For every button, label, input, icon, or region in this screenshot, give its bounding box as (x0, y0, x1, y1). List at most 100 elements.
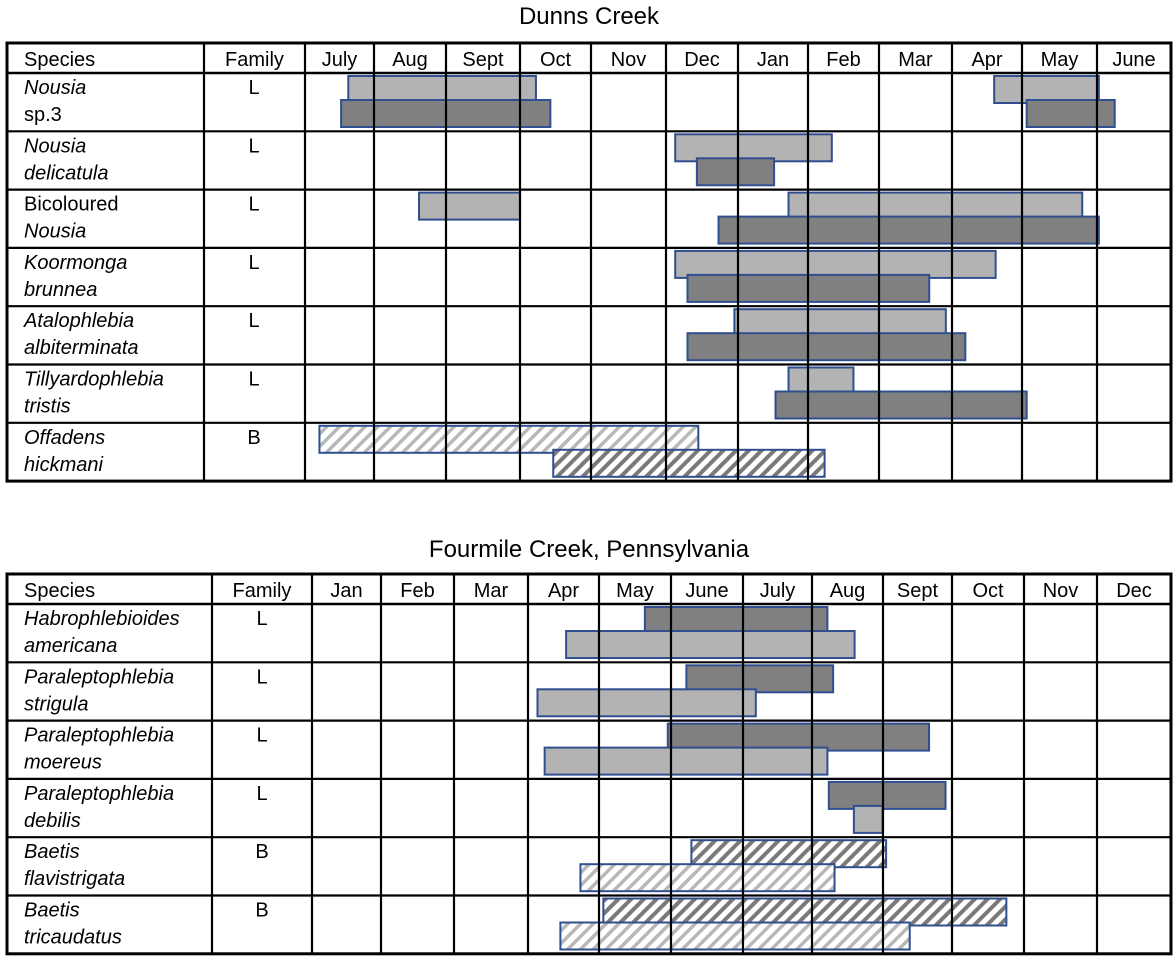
species-name-line: Paraleptophlebia (24, 783, 174, 805)
species-name-line: Baetis (24, 900, 80, 922)
bar-light-6-1 (787, 366, 855, 396)
species-name-line: americana (24, 635, 117, 657)
month-label-may: May (616, 580, 654, 602)
species-name-line: tristis (24, 396, 71, 418)
species-name-line: Tillyardophlebia (24, 369, 164, 391)
bar-light-2-2 (536, 688, 757, 718)
bar-dark-1-1 (643, 606, 829, 635)
bar-light-1-1 (347, 75, 537, 104)
bar-light-4-1 (674, 249, 997, 279)
bar-light-5-1 (733, 308, 947, 338)
bar-light-4-2 (852, 804, 884, 834)
header-species: Species (24, 580, 95, 602)
family-code: L (248, 194, 259, 216)
species-name-line: brunnea (24, 279, 97, 301)
bar-light-1-2 (565, 630, 856, 659)
family-code: L (256, 783, 267, 805)
chart-title: Dunns Creek (519, 3, 660, 30)
species-name-line: Bicoloured (24, 194, 119, 216)
species-name-line: Nousia (24, 221, 86, 243)
family-code: L (256, 725, 267, 747)
bar-light-3-2 (543, 746, 829, 776)
species-name-line: Paraleptophlebia (24, 666, 174, 688)
table-grid (5, 572, 1173, 956)
species-name-line: moereus (24, 752, 102, 774)
bar-dark-3-3 (717, 215, 1100, 245)
species-name-line: tricaudatus (24, 927, 122, 949)
bar-light-3-1 (418, 191, 522, 221)
month-label-dec: Dec (1116, 580, 1152, 602)
bar-dark-1-4 (1025, 99, 1116, 128)
bar-hatch-dark-7-2 (552, 448, 826, 478)
bar-hatch-dark-5-1 (690, 839, 888, 869)
bar-light-3-2 (787, 191, 1084, 221)
bar-light-1-2 (993, 75, 1100, 104)
month-label-july: July (760, 580, 796, 602)
month-label-aug: Aug (392, 49, 428, 71)
month-label-dec: Dec (684, 49, 720, 71)
species-name-line: delicatula (24, 162, 109, 184)
month-label-apr: Apr (548, 580, 579, 602)
bar-dark-6-2 (774, 390, 1028, 420)
bars-layer (318, 75, 1116, 478)
month-label-sept: Sept (897, 580, 939, 602)
bars-layer (536, 606, 1008, 951)
month-label-feb: Feb (400, 580, 434, 602)
month-label-oct: Oct (972, 580, 1004, 602)
month-label-may: May (1041, 49, 1079, 71)
bar-hatch-light-7-1 (318, 424, 700, 454)
chart-title: Fourmile Creek, Pennsylvania (429, 536, 750, 563)
month-label-nov: Nov (611, 49, 647, 71)
month-label-june: June (685, 580, 728, 602)
bar-dark-4-1 (827, 780, 947, 810)
family-code: B (255, 900, 268, 922)
month-label-july: July (322, 49, 358, 71)
family-code: L (248, 310, 259, 332)
species-name-line: Baetis (24, 841, 80, 863)
month-label-mar: Mar (898, 49, 933, 71)
family-code: L (248, 369, 259, 391)
species-name-line: Koormonga (24, 252, 127, 274)
header-family: Family (233, 580, 292, 602)
family-code: L (248, 252, 259, 274)
species-name-line: Nousia (24, 135, 86, 157)
schedule-table-2: Fourmile Creek, Pennsylvania Species Famil… (5, 536, 1173, 956)
bar-hatch-light-6-2 (559, 921, 911, 951)
bar-hatch-light-5-2 (579, 863, 836, 893)
species-name-line: Habrophlebioides (24, 608, 180, 630)
species-name-line: Offadens (24, 427, 105, 449)
family-code: L (248, 77, 259, 99)
bar-dark-3-1 (666, 722, 931, 752)
family-code: B (247, 427, 260, 449)
species-name-line: albiterminata (24, 337, 139, 359)
month-label-oct: Oct (540, 49, 572, 71)
bar-dark-2-2 (695, 157, 776, 187)
species-name-line: sp.3 (24, 104, 62, 126)
month-label-mar: Mar (474, 580, 509, 602)
header-species: Species (24, 49, 95, 71)
schedule-table-1: Dunns Creek Species Family July Aug Sept Oct No… (5, 3, 1173, 483)
species-name-line: Nousia (24, 77, 86, 99)
month-label-feb: Feb (826, 49, 860, 71)
month-label-nov: Nov (1043, 580, 1079, 602)
family-code: L (256, 666, 267, 688)
bar-dark-2-1 (685, 664, 835, 694)
bar-dark-5-2 (686, 332, 967, 362)
month-label-apr: Apr (971, 49, 1002, 71)
species-name-line: flavistrigata (24, 868, 125, 890)
species-name-line: strigula (24, 693, 88, 715)
family-code: B (255, 841, 268, 863)
table-grid (5, 41, 1173, 483)
month-label-aug: Aug (830, 580, 866, 602)
month-label-sept: Sept (462, 49, 504, 71)
bar-hatch-dark-6-1 (602, 897, 1008, 927)
species-name-line: hickmani (24, 454, 103, 476)
header-family: Family (225, 49, 284, 71)
species-name-line: Atalophlebia (23, 310, 134, 332)
month-label-june: June (1112, 49, 1155, 71)
family-code: L (256, 608, 267, 630)
species-name-line: Paraleptophlebia (24, 725, 174, 747)
species-name-line: debilis (24, 810, 81, 832)
month-label-jan: Jan (330, 580, 362, 602)
